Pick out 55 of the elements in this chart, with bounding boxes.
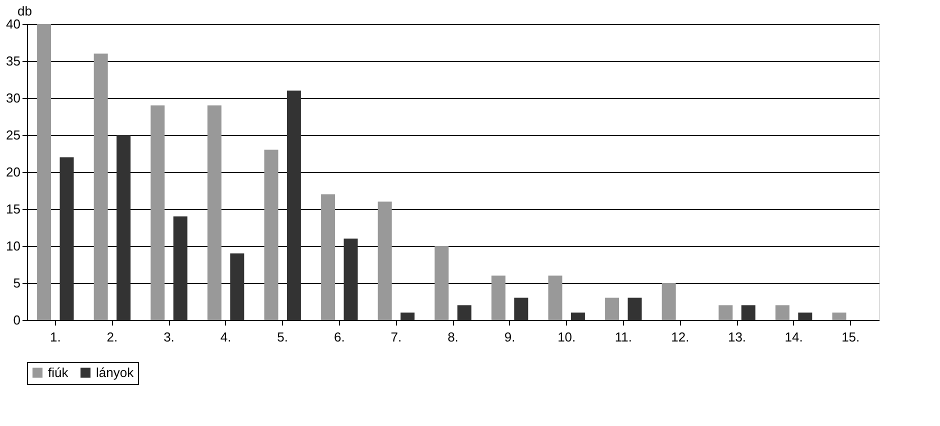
y-tick-label: 30 xyxy=(6,90,20,106)
bar xyxy=(116,135,131,320)
bar xyxy=(207,105,222,320)
y-tick-label: 10 xyxy=(6,238,20,254)
x-tick-label: 3. xyxy=(164,330,174,344)
y-tick-label: 25 xyxy=(6,128,20,142)
x-tick-label: 10. xyxy=(558,330,576,344)
x-tick-label: 6. xyxy=(334,330,345,344)
y-tick-label: 15 xyxy=(6,202,20,216)
bar xyxy=(548,276,562,320)
x-tick-label: 12. xyxy=(671,330,690,344)
x-tick-label: 1. xyxy=(50,330,61,344)
bar xyxy=(94,54,108,320)
legend-label: fiúk xyxy=(48,364,69,380)
bar xyxy=(605,298,620,320)
bar xyxy=(570,312,585,320)
y-tick-label: 5 xyxy=(13,276,20,290)
x-tick-label: 11. xyxy=(614,330,632,344)
y-axis-title: db xyxy=(18,4,32,18)
y-tick-label: 0 xyxy=(13,312,20,328)
bar xyxy=(286,90,301,320)
x-tick-label: 2. xyxy=(106,330,118,344)
bar xyxy=(321,194,336,320)
bar xyxy=(173,216,188,320)
bar xyxy=(628,298,642,320)
y-tick-label: 20 xyxy=(6,164,20,180)
bar xyxy=(775,305,790,320)
bar xyxy=(491,276,506,320)
bar xyxy=(344,238,358,320)
y-tick-label: 40 xyxy=(6,16,20,32)
bar xyxy=(457,305,472,320)
bar xyxy=(60,157,74,320)
bar xyxy=(400,312,415,320)
bar xyxy=(798,312,812,320)
bar xyxy=(264,150,278,320)
bar xyxy=(150,105,165,320)
x-tick-label: 13. xyxy=(728,330,746,344)
bar xyxy=(434,246,449,320)
x-tick-label: 5. xyxy=(277,330,288,344)
x-tick-label: 9. xyxy=(504,330,516,344)
y-tick-label: 35 xyxy=(6,54,20,68)
legend-label: lányok xyxy=(96,364,134,380)
bar xyxy=(741,305,756,320)
x-tick-label: 4. xyxy=(220,330,232,344)
x-tick-label: 7. xyxy=(390,330,402,344)
bar xyxy=(378,202,392,320)
bar xyxy=(230,253,244,320)
x-tick-label: 15. xyxy=(842,330,860,344)
x-tick-label: 14. xyxy=(784,330,803,344)
bar xyxy=(832,312,846,320)
bar xyxy=(514,298,528,320)
x-tick-label: 8. xyxy=(448,330,458,344)
bar xyxy=(718,305,733,320)
bar xyxy=(37,24,52,320)
bar xyxy=(662,283,676,320)
